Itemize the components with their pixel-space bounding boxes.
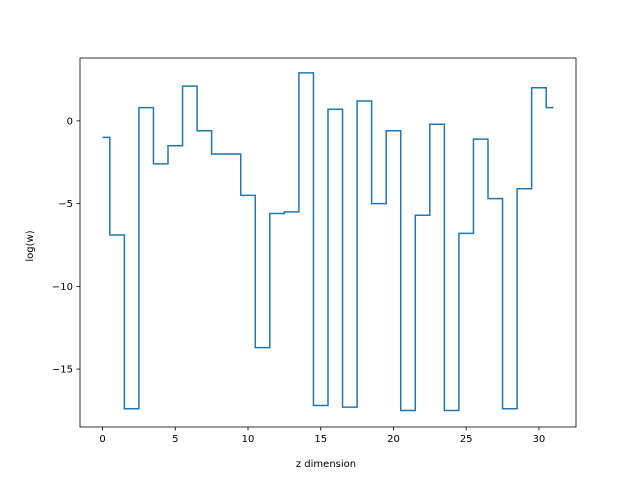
y-axis-label: log(w) — [25, 230, 36, 261]
y-tick-label: −15 — [52, 365, 73, 376]
y-tick-label: −5 — [58, 199, 73, 210]
x-tick-label: 15 — [314, 434, 327, 445]
y-axis-ticks: 0 −5 −10 −15 — [52, 116, 80, 376]
x-axis-ticks: 0 5 10 15 20 25 30 — [99, 427, 545, 445]
x-tick-label: 25 — [460, 434, 473, 445]
series-line-0 — [102, 72, 554, 412]
x-axis-label: z dimension — [296, 459, 356, 470]
x-tick-label: 30 — [533, 434, 546, 445]
x-tick-label: 0 — [99, 434, 105, 445]
x-tick-label: 10 — [242, 434, 255, 445]
y-tick-label: 0 — [67, 116, 73, 127]
x-tick-label: 5 — [172, 434, 178, 445]
y-tick-label: −10 — [52, 282, 73, 293]
plot-frame — [79, 57, 577, 428]
plot-area — [79, 57, 577, 428]
x-tick-label: 20 — [387, 434, 400, 445]
